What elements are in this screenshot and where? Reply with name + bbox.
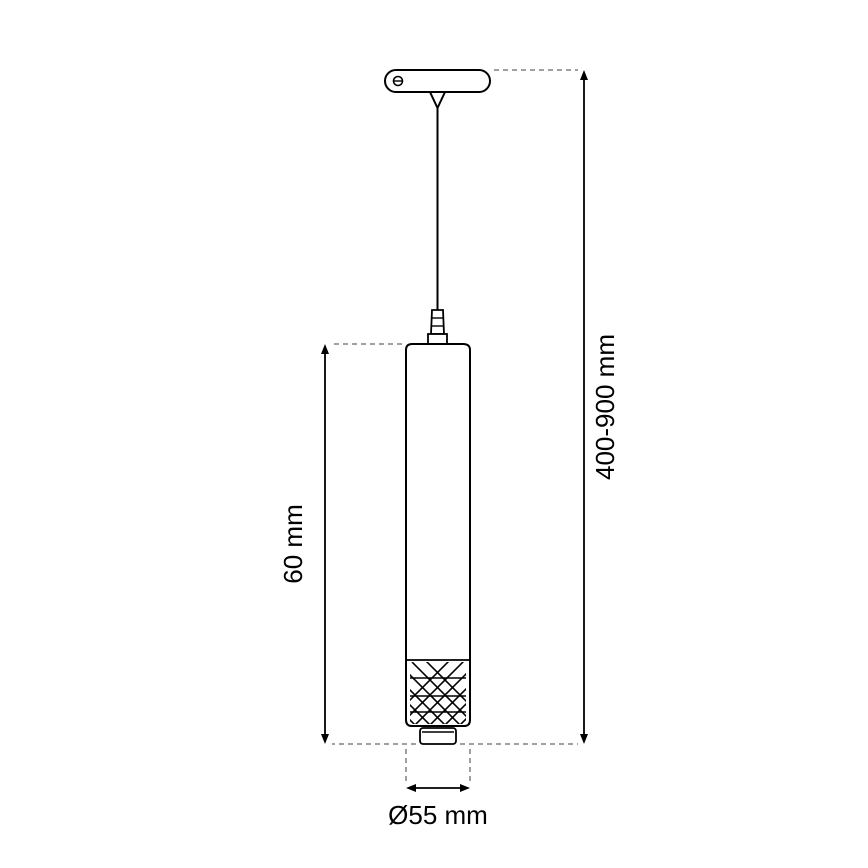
body-height-label: 60 mm — [278, 504, 308, 583]
lamp-body — [406, 344, 470, 726]
drawing-canvas: Ø55 mm 60 mm 400-900 mm — [0, 0, 868, 868]
total-height-label: 400-900 mm — [590, 334, 620, 480]
canopy — [385, 70, 490, 108]
dimension-total-height: 400-900 mm — [460, 70, 620, 744]
strain-relief — [428, 310, 447, 344]
dimension-diameter: Ø55 mm — [388, 749, 488, 830]
socket — [420, 728, 456, 744]
dimension-body-height: 60 mm — [278, 344, 416, 744]
diameter-label: Ø55 mm — [388, 800, 488, 830]
